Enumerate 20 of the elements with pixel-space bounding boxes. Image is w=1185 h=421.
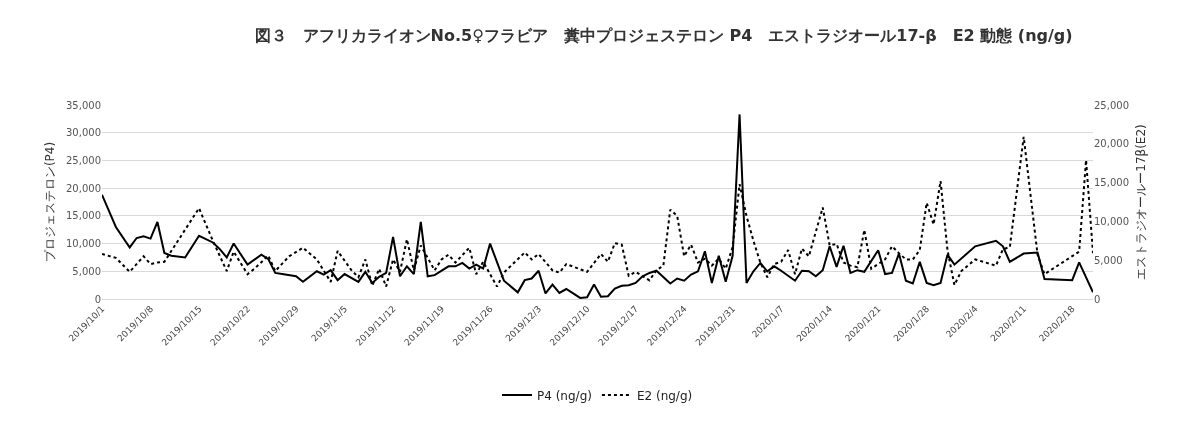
legend-label: P4 (ng/g) [537,388,592,403]
y2-tick-label: 20,000 [1094,138,1129,150]
y2-tick-label: 5,000 [1094,254,1123,266]
y-tick-label: 35,000 [66,99,101,111]
y-tick-label: 20,000 [66,182,101,194]
y-tick-label: 10,000 [66,238,101,250]
y-tick-label: 0 [94,293,101,305]
y2-tick-label: 10,000 [1094,215,1129,227]
y-tick-label: 15,000 [66,210,101,222]
y-axis-title: プロジェステロン(P4) [43,141,58,263]
y-tick-label: 5,000 [72,265,101,277]
y-tick-label: 25,000 [66,154,101,166]
legend-label: E2 (ng/g) [636,388,693,403]
y2-tick-label: 15,000 [1094,177,1129,189]
y-tick-label: 30,000 [66,127,101,139]
y2-tick-label: 25,000 [1094,99,1129,111]
y2-tick-label: 0 [1094,293,1101,305]
chart-title: 図３ アフリカライオンNo.5♀フラビア 糞中プロジェステロン P4 エストラジオール17-β E2 動態 (ng/g) [254,25,1073,45]
y2-axis-title: エストラジオールー17β(E2) [1133,124,1148,280]
line-series [102,113,1093,299]
